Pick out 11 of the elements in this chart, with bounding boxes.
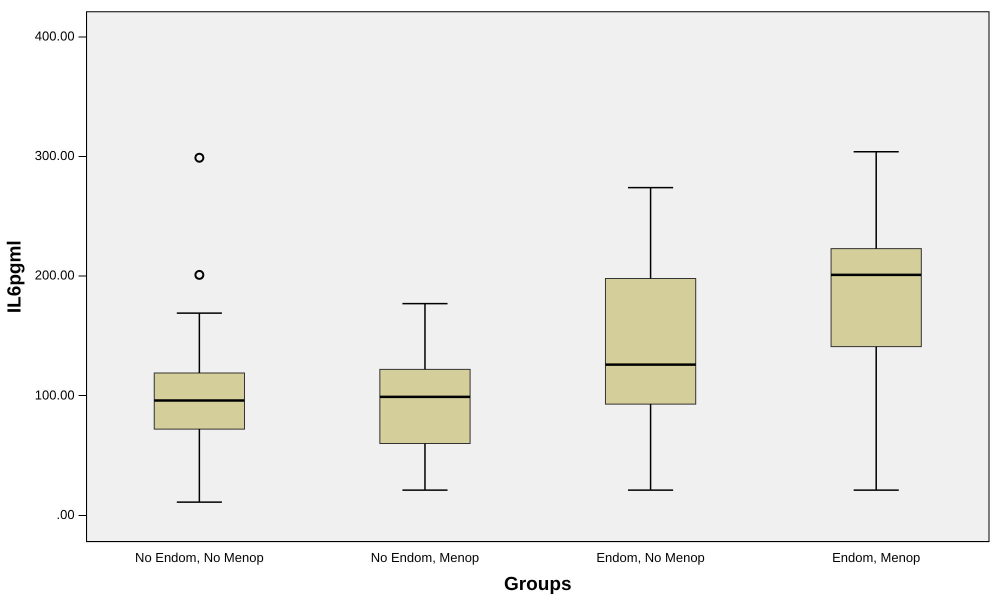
- x-tick-label: Endom, No Menop: [596, 550, 705, 565]
- y-tick-label: 300.00: [34, 148, 75, 164]
- x-tick-label: No Endom, No Menop: [135, 550, 264, 565]
- y-tick-label: 400.00: [34, 28, 75, 44]
- x-tick-label: No Endom, Menop: [370, 550, 480, 565]
- x-tick-label: Endom, Menop: [832, 550, 920, 565]
- y-tick-label: 200.00: [34, 268, 75, 283]
- y-tick-label: .00: [56, 506, 75, 522]
- x-axis-title: Groups: [504, 574, 572, 595]
- y-tick-label: 100.00: [34, 387, 75, 402]
- y-axis-title: IL6pgml: [4, 240, 26, 314]
